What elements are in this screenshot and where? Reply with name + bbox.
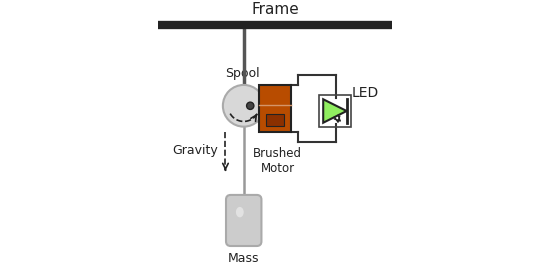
Text: Mass: Mass	[228, 252, 260, 265]
Polygon shape	[323, 99, 346, 123]
Bar	[320, 95, 350, 127]
Text: LED: LED	[352, 86, 379, 100]
Text: Gravity: Gravity	[172, 144, 218, 157]
Text: Brushed
Motor: Brushed Motor	[253, 147, 302, 176]
Circle shape	[223, 85, 265, 127]
FancyBboxPatch shape	[226, 195, 261, 246]
FancyBboxPatch shape	[266, 114, 284, 126]
Text: Frame: Frame	[251, 2, 299, 17]
FancyBboxPatch shape	[260, 85, 290, 132]
Circle shape	[246, 102, 254, 109]
Ellipse shape	[236, 207, 244, 217]
Text: Spool: Spool	[225, 67, 260, 80]
